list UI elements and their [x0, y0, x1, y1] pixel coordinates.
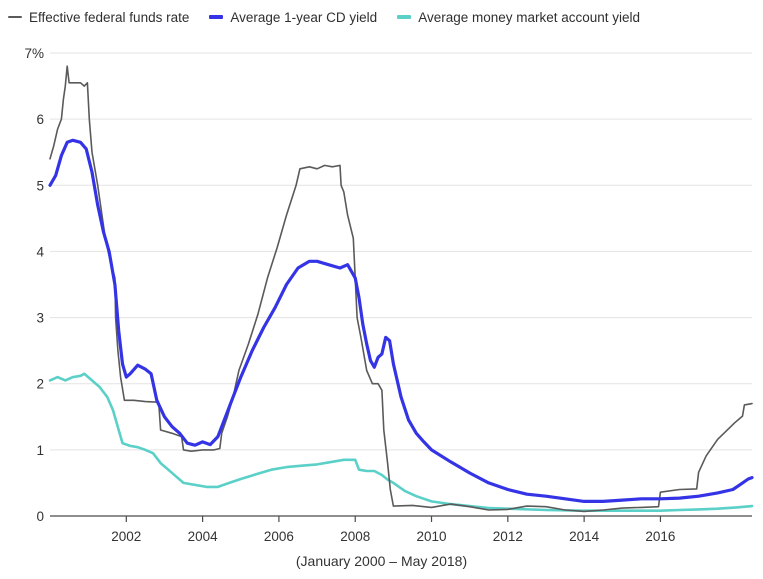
- gridlines: [50, 52, 752, 451]
- legend-swatch-cd-yield: [209, 15, 224, 19]
- y-tick-label: 6: [36, 112, 44, 127]
- x-tick-label: 2012: [493, 529, 523, 544]
- y-tick-label: 7%: [24, 46, 44, 61]
- series-line-2: [48, 372, 754, 512]
- series-line-0: [49, 65, 753, 513]
- legend-item-money-market: Average money market account yield: [397, 10, 640, 25]
- tick-labels: 0 1 2 3 4 5 6 7% 2002 2004 2006 2008 2010 2012 2014 201…: [24, 46, 675, 544]
- x-tick-label: 2008: [340, 529, 370, 544]
- legend-item-fed-funds: Effective federal funds rate: [8, 10, 189, 25]
- y-tick-label: 1: [36, 443, 44, 458]
- y-tick-label: 3: [36, 311, 44, 326]
- legend-label-money-market: Average money market account yield: [418, 9, 641, 25]
- legend-item-cd-yield: Average 1-year CD yield: [209, 10, 377, 25]
- legend-label-cd-yield: Average 1-year CD yield: [230, 9, 378, 25]
- chart-legend: Effective federal funds rate Average 1-y…: [8, 6, 640, 28]
- x-tick-label: 2004: [188, 529, 219, 544]
- axes: [50, 515, 752, 522]
- y-tick-label: 2: [36, 377, 44, 392]
- x-tick-label: 2016: [645, 529, 675, 544]
- chart-caption: (January 2000 – May 2018): [295, 553, 468, 569]
- y-tick-label: 4: [36, 244, 44, 259]
- x-tick-label: 2014: [569, 529, 600, 544]
- y-tick-label: 5: [36, 178, 44, 193]
- x-tick-label: 2006: [264, 529, 294, 544]
- series-line-1: [48, 138, 754, 503]
- legend-swatch-money-market: [397, 15, 412, 19]
- x-tick-label: 2002: [111, 529, 141, 544]
- y-tick-label: 0: [36, 509, 44, 524]
- legend-swatch-fed-funds: [8, 16, 22, 18]
- series-lines: [48, 65, 754, 513]
- legend-label-fed-funds: Effective federal funds rate: [29, 9, 190, 25]
- x-tick-label: 2010: [416, 529, 446, 544]
